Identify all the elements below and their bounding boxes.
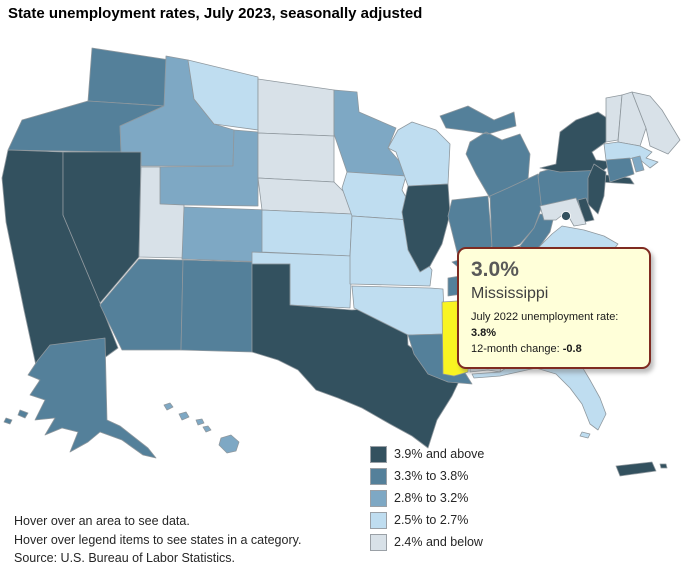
legend-item-2.4-and-below[interactable]: 2.4% and below [370,531,484,553]
state-md[interactable] [539,197,587,227]
legend: 3.9% and above 3.3% to 3.8% 2.8% to 3.2%… [370,443,484,553]
tooltip-prev-value: 3.8% [471,327,497,339]
page-title: State unemployment rates, July 2023, sea… [8,5,423,22]
state-ri[interactable] [631,155,645,173]
legend-swatch-light [370,511,387,529]
tooltip-state: Mississippi [471,285,549,302]
legend-swatch-medium [370,489,387,507]
state-wa[interactable] [87,47,171,107]
legend-item-3.3-to-3.8[interactable]: 3.3% to 3.8% [370,465,484,487]
legend-item-2.5-to-2.7[interactable]: 2.5% to 2.7% [370,509,484,531]
hover-tooltip: 3.0% Mississippi July 2022 unemployment … [457,247,651,369]
state-pr[interactable] [615,461,668,477]
state-nh[interactable] [617,91,647,147]
state-dc[interactable] [561,211,571,221]
footer-hover-note: Hover over an area to see data. [14,514,190,528]
legend-item-2.8-to-3.2[interactable]: 2.8% to 3.2% [370,487,484,509]
state-il[interactable] [401,183,451,273]
tooltip-change-line: 12-month change: -0.8 [471,341,637,357]
legend-label: 2.4% and below [394,535,483,549]
tooltip-rate: 3.0% [471,258,519,281]
tooltip-change-value: -0.8 [562,343,582,355]
state-me[interactable] [631,91,681,155]
state-sd[interactable] [257,132,335,183]
tooltip-prev-label: July 2022 unemployment rate: [471,311,619,323]
legend-item-3.9-and-above[interactable]: 3.9% and above [370,443,484,465]
state-ne[interactable] [257,177,353,215]
legend-swatch-lightest [370,533,387,551]
legend-swatch-darkest [370,445,387,463]
state-mn[interactable] [333,89,407,177]
legend-label: 3.9% and above [394,447,485,461]
legend-label: 2.5% to 2.7% [394,513,469,527]
state-ct[interactable] [605,157,635,183]
state-ut[interactable] [138,166,185,259]
state-hi[interactable] [163,402,240,454]
tooltip-change-label: 12-month change: [471,343,560,355]
state-ak[interactable] [3,337,157,459]
state-nm[interactable] [180,259,253,353]
legend-swatch-dark [370,467,387,485]
state-nj[interactable] [587,163,607,215]
state-az[interactable] [99,258,184,351]
footer-legend-note: Hover over legend items to see states in… [14,532,302,547]
state-ks[interactable] [261,209,353,257]
state-mt[interactable] [187,59,259,131]
footer-notes: Hover over an area to see data. Hover ov… [14,512,301,568]
state-nd[interactable] [257,78,335,137]
tooltip-prev-line: July 2022 unemployment rate: 3.8% [471,309,637,341]
legend-label: 2.8% to 3.2% [394,491,469,505]
legend-label: 3.3% to 3.8% [394,469,469,483]
footer-source: Source: U.S. Bureau of Labor Statistics. [14,551,235,565]
